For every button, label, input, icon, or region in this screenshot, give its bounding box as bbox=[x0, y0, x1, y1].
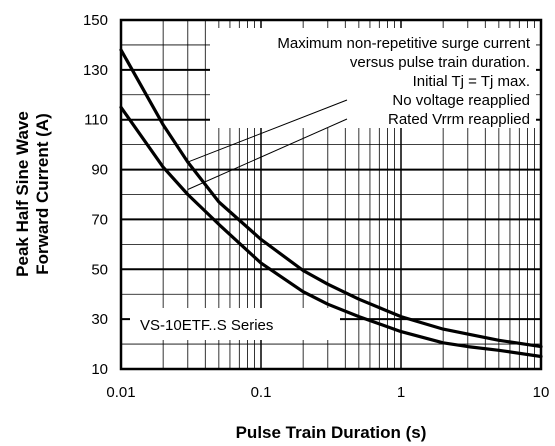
y-axis-title: Peak Half Sine Wave Forward Current (A) bbox=[13, 111, 52, 277]
annotation-line: Maximum non-repetitive surge current bbox=[277, 35, 530, 52]
x-tick-label: 0.01 bbox=[106, 384, 135, 401]
annotation-line: No voltage reapplied bbox=[392, 92, 530, 109]
y-tick-label: 70 bbox=[91, 211, 108, 228]
y-tick-label: 150 bbox=[83, 12, 108, 29]
series-layer bbox=[119, 48, 543, 359]
annotation-line: Initial Tj = Tj max. bbox=[413, 73, 530, 90]
annotation-leader-line bbox=[187, 99, 348, 163]
annotation-line: Rated Vrrm reapplied bbox=[388, 111, 530, 128]
plot-frame bbox=[119, 18, 543, 371]
annotation-line: versus pulse train duration. bbox=[350, 54, 530, 71]
x-tick-label: 0.1 bbox=[251, 384, 272, 401]
annotation-box bbox=[210, 28, 536, 128]
annotation-background bbox=[130, 28, 536, 340]
x-axis-title: Pulse Train Duration (s) bbox=[236, 423, 427, 442]
y-tick-label: 50 bbox=[91, 261, 108, 278]
series-label: VS-10ETF..S Series bbox=[140, 317, 273, 334]
series-curve-2 bbox=[119, 105, 543, 359]
y-axis-title-line: Peak Half Sine Wave bbox=[13, 111, 32, 277]
y-axis-title-line: Forward Current (A) bbox=[33, 113, 52, 275]
y-tick-label: 10 bbox=[91, 361, 108, 378]
series-label-box bbox=[130, 308, 340, 340]
y-tick-label: 130 bbox=[83, 62, 108, 79]
x-tick-label: 10 bbox=[533, 384, 550, 401]
x-tick-label: 1 bbox=[397, 384, 405, 401]
y-tick-label: 30 bbox=[91, 311, 108, 328]
y-tick-label: 90 bbox=[91, 162, 108, 179]
series-curve-1 bbox=[119, 48, 543, 349]
annotation-leader-line bbox=[187, 118, 348, 190]
y-tick-label: 110 bbox=[84, 112, 108, 129]
chart-text: Pulse Train Duration (s) Peak Half Sine W… bbox=[13, 35, 531, 442]
